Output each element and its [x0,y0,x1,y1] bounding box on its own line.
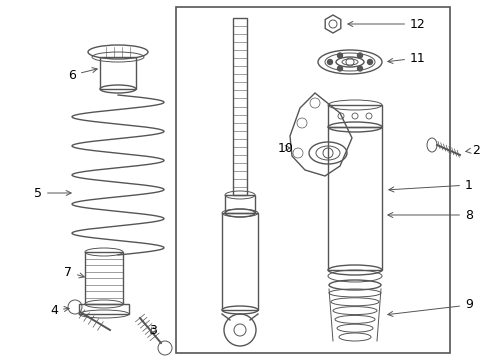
Text: 7: 7 [64,266,84,279]
Circle shape [337,53,342,58]
Text: 2: 2 [465,144,479,157]
Bar [85,252,123,304]
Bar [327,127,381,270]
Circle shape [337,66,342,71]
Bar [224,195,254,213]
Text: 1: 1 [388,179,472,192]
Text: 10: 10 [278,141,293,154]
Circle shape [357,53,362,58]
Text: 9: 9 [387,298,472,316]
Text: 8: 8 [387,208,472,221]
Bar [176,7,449,353]
Bar [232,18,246,195]
Text: 11: 11 [387,51,425,64]
Circle shape [357,66,362,71]
Text: 6: 6 [68,68,97,81]
Bar [79,304,129,314]
Text: 3: 3 [149,324,157,337]
Text: 4: 4 [50,303,69,316]
Text: 12: 12 [347,18,425,31]
Circle shape [327,59,332,64]
Text: 5: 5 [34,186,71,199]
Bar [327,105,381,127]
Bar [222,213,258,310]
Circle shape [367,59,372,64]
Bar [100,57,136,89]
